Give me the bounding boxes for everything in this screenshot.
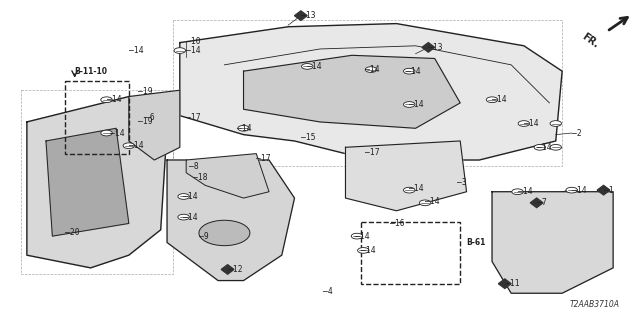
Text: –17: –17: [256, 154, 271, 163]
Text: –6: –6: [145, 113, 154, 122]
Polygon shape: [180, 24, 562, 160]
Text: –14: –14: [406, 67, 420, 76]
Text: –14: –14: [355, 232, 370, 241]
Polygon shape: [346, 141, 467, 211]
Circle shape: [178, 214, 189, 220]
Polygon shape: [186, 154, 269, 198]
Polygon shape: [492, 192, 613, 293]
Text: –14: –14: [537, 143, 551, 152]
Circle shape: [486, 97, 498, 103]
Text: B-61: B-61: [467, 238, 486, 247]
Circle shape: [518, 121, 530, 126]
Text: –14: –14: [109, 129, 124, 138]
Circle shape: [301, 64, 313, 69]
Polygon shape: [597, 185, 610, 195]
Circle shape: [365, 67, 377, 72]
Text: –14: –14: [365, 65, 380, 74]
Text: –1: –1: [604, 186, 613, 195]
Circle shape: [403, 102, 415, 107]
Text: B-11-10: B-11-10: [75, 67, 108, 76]
Polygon shape: [46, 128, 129, 236]
Circle shape: [178, 194, 189, 199]
Text: –14: –14: [106, 95, 121, 104]
Text: –17: –17: [186, 113, 201, 122]
Text: –14: –14: [129, 46, 143, 55]
Polygon shape: [422, 43, 435, 52]
Text: –19: –19: [138, 117, 153, 126]
Circle shape: [550, 144, 561, 150]
Text: FR.: FR.: [580, 32, 600, 50]
Circle shape: [123, 143, 134, 148]
Text: –14: –14: [572, 186, 586, 195]
Circle shape: [174, 48, 186, 53]
Circle shape: [358, 248, 369, 253]
Text: –19: –19: [138, 87, 153, 96]
Text: –14: –14: [409, 100, 424, 109]
Polygon shape: [167, 160, 294, 281]
Text: –9: –9: [199, 232, 209, 241]
Text: –10: –10: [186, 36, 201, 45]
Polygon shape: [499, 279, 511, 288]
Text: –14: –14: [183, 192, 198, 201]
Text: T2AAB3710A: T2AAB3710A: [570, 300, 620, 309]
Circle shape: [238, 125, 249, 131]
Circle shape: [550, 121, 561, 126]
Text: –14: –14: [129, 141, 143, 150]
Text: –14: –14: [425, 197, 440, 206]
Polygon shape: [531, 198, 543, 208]
Polygon shape: [244, 55, 460, 128]
Circle shape: [403, 187, 415, 193]
Text: –14: –14: [524, 119, 538, 128]
Circle shape: [100, 130, 112, 136]
Text: –7: –7: [537, 198, 547, 207]
Polygon shape: [27, 97, 167, 268]
Text: –14: –14: [518, 187, 532, 196]
Text: –11: –11: [505, 279, 520, 288]
Text: –8: –8: [189, 162, 199, 171]
Circle shape: [512, 189, 524, 195]
Text: –17: –17: [365, 148, 380, 156]
Text: –13: –13: [428, 43, 443, 52]
Circle shape: [100, 97, 112, 103]
Polygon shape: [221, 265, 234, 274]
Text: –14: –14: [237, 124, 252, 133]
Circle shape: [419, 200, 431, 206]
Polygon shape: [129, 90, 180, 160]
Text: –18: –18: [193, 173, 207, 182]
Text: –14: –14: [409, 184, 424, 193]
Text: –14: –14: [183, 212, 198, 221]
Circle shape: [566, 187, 577, 193]
Text: –12: –12: [228, 265, 242, 274]
Circle shape: [351, 233, 363, 239]
Text: –15: –15: [301, 133, 316, 142]
Text: –3: –3: [457, 178, 467, 187]
Text: –14: –14: [186, 46, 201, 55]
Circle shape: [403, 68, 415, 74]
Circle shape: [534, 144, 545, 150]
Text: –20: –20: [65, 228, 80, 237]
Text: –2: –2: [572, 129, 582, 138]
Text: –14: –14: [307, 62, 322, 71]
Text: –14: –14: [362, 246, 376, 255]
Text: –14: –14: [492, 95, 507, 104]
Circle shape: [199, 220, 250, 246]
Polygon shape: [294, 11, 307, 20]
Text: –13: –13: [301, 11, 316, 20]
Text: –4: –4: [323, 287, 333, 296]
Text: –16: –16: [390, 219, 404, 228]
